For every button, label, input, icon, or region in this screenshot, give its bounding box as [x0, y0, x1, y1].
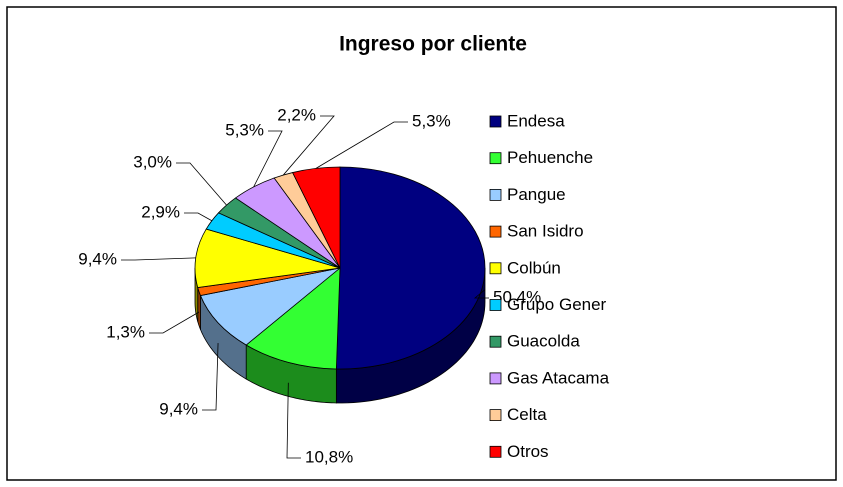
data-label: 1,3% [106, 322, 145, 341]
pie-slice [245, 267, 341, 370]
data-label: 9,4% [159, 399, 198, 418]
legend-label: Colbún [507, 258, 561, 277]
chart-title: Ingreso por cliente [339, 33, 527, 56]
legend-swatch [489, 299, 502, 311]
data-label: 2,9% [141, 202, 180, 221]
pie-slice [335, 166, 486, 370]
data-label: 9,4% [78, 249, 117, 268]
legend-swatch [489, 152, 502, 165]
data-label: 2,2% [277, 105, 316, 124]
pie-slice [194, 228, 341, 288]
legend-label: Endesa [507, 111, 565, 130]
leader-line [149, 311, 200, 334]
data-label: 3,0% [133, 152, 172, 171]
leader-line [473, 289, 489, 299]
legend-swatch [489, 409, 502, 422]
legend-label: Gas Atacama [507, 368, 610, 387]
legend-label: Pangue [507, 185, 566, 204]
leader-line [176, 162, 227, 206]
leader-line [282, 115, 335, 176]
leader-line [315, 121, 408, 169]
leader-line [184, 212, 213, 222]
legend-swatch [489, 115, 502, 128]
chart-border [6, 6, 837, 481]
legend-swatch [489, 262, 502, 275]
legend-label: San Isidro [507, 222, 584, 241]
legend-swatch [489, 335, 502, 348]
pie-slice [199, 267, 341, 346]
leader-line [286, 382, 301, 459]
leader-line [121, 257, 196, 261]
leader-line [253, 130, 283, 188]
data-label: 10,8% [305, 447, 353, 466]
legend-swatch [489, 445, 502, 458]
legend-label: Guacolda [507, 332, 580, 351]
legend-swatch [489, 225, 502, 238]
data-label: 5,3% [225, 120, 264, 139]
data-label: 50,4% [493, 287, 541, 306]
leader-line [202, 343, 219, 411]
legend-label: Grupo Gener [507, 295, 607, 314]
legend-label: Celta [507, 405, 547, 424]
pie-slice [292, 166, 341, 269]
legend-swatch [489, 372, 502, 385]
data-label: 5,3% [412, 111, 451, 130]
legend-label: Otros [507, 442, 549, 461]
legend-swatch [489, 188, 502, 201]
legend-label: Pehuenche [507, 148, 593, 167]
